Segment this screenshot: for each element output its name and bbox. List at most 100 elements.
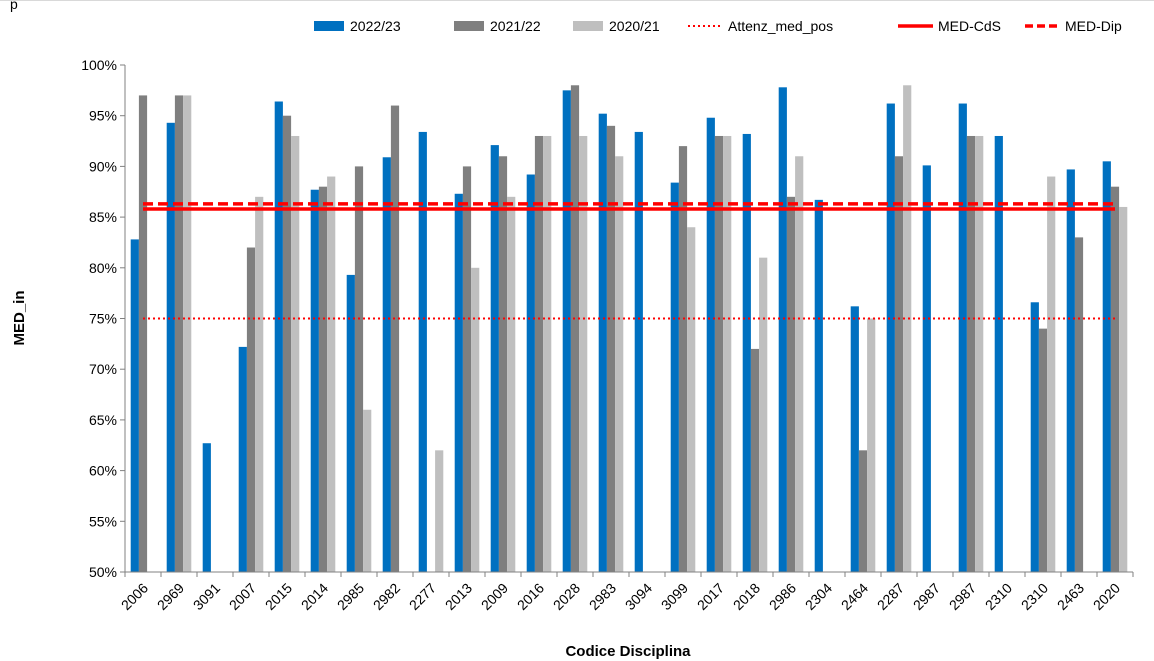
bar: [958, 103, 967, 573]
legend-swatch: [454, 21, 484, 31]
bar: [994, 135, 1003, 573]
bar: [1074, 237, 1084, 572]
x-tick-label: 2310: [982, 580, 1015, 613]
x-tick-label: 2017: [694, 580, 727, 613]
bar: [318, 186, 328, 572]
bar: [858, 450, 868, 572]
legend-label: 2021/22: [490, 18, 541, 34]
bar: [130, 239, 139, 572]
bar: [634, 131, 643, 572]
x-tick-label: 2014: [298, 580, 331, 613]
y-axis: 50% 55% 60% 65% 70% 75% 80% 85% 90% 95% 100%: [81, 57, 126, 580]
legend-label: 2020/21: [609, 18, 660, 34]
bar: [1066, 169, 1075, 572]
x-tick-label: 2463: [1054, 580, 1087, 613]
legend-swatch: [573, 21, 603, 31]
x-axis: 2006 2969 3091 2007 2015 2014 2985 2982 2277 2013…: [118, 571, 1134, 613]
bar: [922, 165, 931, 573]
bar: [418, 131, 427, 572]
bar: [687, 227, 696, 573]
bar: [183, 95, 192, 573]
bar: [903, 85, 912, 572]
y-tick-label: 60%: [89, 463, 117, 479]
chart-frame-edge: [0, 0, 1154, 1]
x-tick-label: 2287: [874, 580, 907, 613]
bar: [238, 346, 247, 572]
x-tick-label: 2006: [118, 580, 151, 613]
bar: [706, 117, 715, 572]
bar: [526, 174, 535, 572]
bar: [750, 348, 760, 572]
bar: [742, 133, 751, 572]
y-tick-label: 95%: [89, 108, 117, 124]
bar: [138, 95, 148, 573]
y-tick-label: 65%: [89, 412, 117, 428]
bar: [1038, 328, 1048, 572]
bar: [570, 85, 580, 572]
x-tick-label: 3091: [190, 580, 223, 613]
bar: [471, 267, 480, 572]
bar: [966, 135, 976, 573]
bar: [507, 196, 516, 572]
x-tick-label: 2013: [442, 580, 475, 613]
bar: [759, 257, 768, 572]
bar: [490, 145, 499, 572]
x-tick-label: 3099: [658, 580, 691, 613]
bar: [346, 274, 355, 572]
y-tick-label: 50%: [89, 564, 117, 580]
bars: [130, 85, 1128, 573]
bar: [670, 182, 679, 572]
bar: [1119, 206, 1128, 572]
bar: [1110, 186, 1120, 572]
bar: [166, 122, 175, 572]
legend-label: 2022/23: [350, 18, 401, 34]
bar: [606, 125, 616, 572]
y-tick-label: 90%: [89, 158, 117, 174]
x-tick-label: 2028: [550, 580, 583, 613]
bar: [255, 196, 264, 572]
y-axis-title: MED_in: [11, 290, 28, 345]
x-tick-label: 2464: [838, 580, 871, 613]
bar: [174, 95, 184, 573]
bar: [327, 176, 336, 573]
bar: [795, 156, 804, 572]
y-tick-label: 85%: [89, 209, 117, 225]
bar: [714, 135, 724, 573]
reference-lines: [143, 202, 1115, 320]
x-tick-label: 2969: [154, 580, 187, 613]
bar: [778, 87, 787, 573]
x-tick-label: 2982: [370, 580, 403, 613]
bar: [598, 113, 607, 572]
bar: [202, 443, 211, 572]
bar: [886, 103, 895, 573]
bar: [363, 409, 372, 572]
bar: [786, 196, 796, 572]
bar: [310, 189, 319, 573]
x-tick-label: 2310: [1018, 580, 1051, 613]
x-tick-label: 2016: [514, 580, 547, 613]
bar: [462, 166, 472, 572]
legend-label: MED-Dip: [1065, 18, 1122, 34]
x-tick-label: 2018: [730, 580, 763, 613]
bar: [435, 450, 444, 572]
x-tick-label: 2015: [262, 580, 295, 613]
x-tick-label: 2983: [586, 580, 619, 613]
bar: [1102, 161, 1111, 572]
y-tick-label: 70%: [89, 361, 117, 377]
bar: [850, 306, 859, 572]
bar: [534, 135, 544, 573]
bar: [354, 166, 364, 572]
y-tick-label: 100%: [81, 57, 117, 73]
x-tick-label: 2985: [334, 580, 367, 613]
x-tick-label: 2007: [226, 580, 259, 613]
bar: [498, 156, 508, 572]
bar: [975, 135, 984, 573]
bar: [454, 193, 463, 572]
bar: [562, 90, 571, 572]
bar: [382, 157, 391, 573]
x-tick-label: 2277: [406, 580, 439, 613]
legend-label: Attenz_med_pos: [728, 18, 833, 34]
bar: [894, 156, 904, 572]
x-tick-label: 2304: [802, 580, 835, 613]
